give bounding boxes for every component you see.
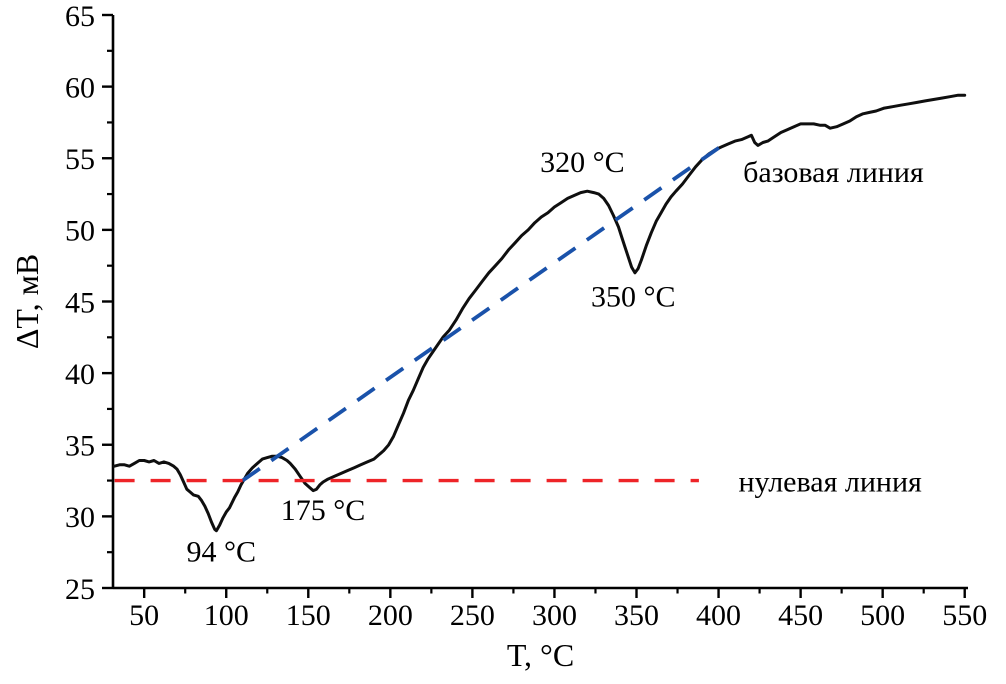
x-tick-label: 50 <box>129 599 159 632</box>
y-axis-label: ΔT, мВ <box>9 254 45 349</box>
x-axis-label: T, °C <box>507 637 574 673</box>
x-tick-label: 250 <box>450 599 495 632</box>
y-tick-label: 45 <box>65 286 95 319</box>
y-tick-label: 25 <box>65 573 95 606</box>
y-tick-label: 60 <box>65 71 95 104</box>
x-tick-label: 500 <box>860 599 905 632</box>
peak-175-label: 175 °C <box>281 494 366 527</box>
x-tick-label: 450 <box>778 599 823 632</box>
x-tick-label: 550 <box>942 599 987 632</box>
x-tick-label: 100 <box>204 599 249 632</box>
x-tick-label: 150 <box>286 599 331 632</box>
dta-curve <box>112 93 967 533</box>
peak-350-label: 350 °C <box>591 281 676 314</box>
y-tick-label: 50 <box>65 215 95 248</box>
x-tick-label: 200 <box>368 599 413 632</box>
zero-line-label: нулевая линия <box>738 465 922 498</box>
baseline-label: базовая линия <box>743 156 924 189</box>
peak-94-label: 94 °C <box>187 536 257 569</box>
peak-320-label: 320 °C <box>540 146 625 179</box>
x-tick-label: 300 <box>532 599 577 632</box>
x-tick-label: 350 <box>614 599 659 632</box>
y-tick-label: 65 <box>65 0 95 33</box>
y-tick-label: 40 <box>65 358 95 391</box>
y-tick-label: 35 <box>65 430 95 463</box>
x-tick-label: 400 <box>696 599 741 632</box>
y-tick-label: 55 <box>65 143 95 176</box>
baseline-dashed <box>241 145 722 483</box>
y-tick-label: 30 <box>65 501 95 534</box>
